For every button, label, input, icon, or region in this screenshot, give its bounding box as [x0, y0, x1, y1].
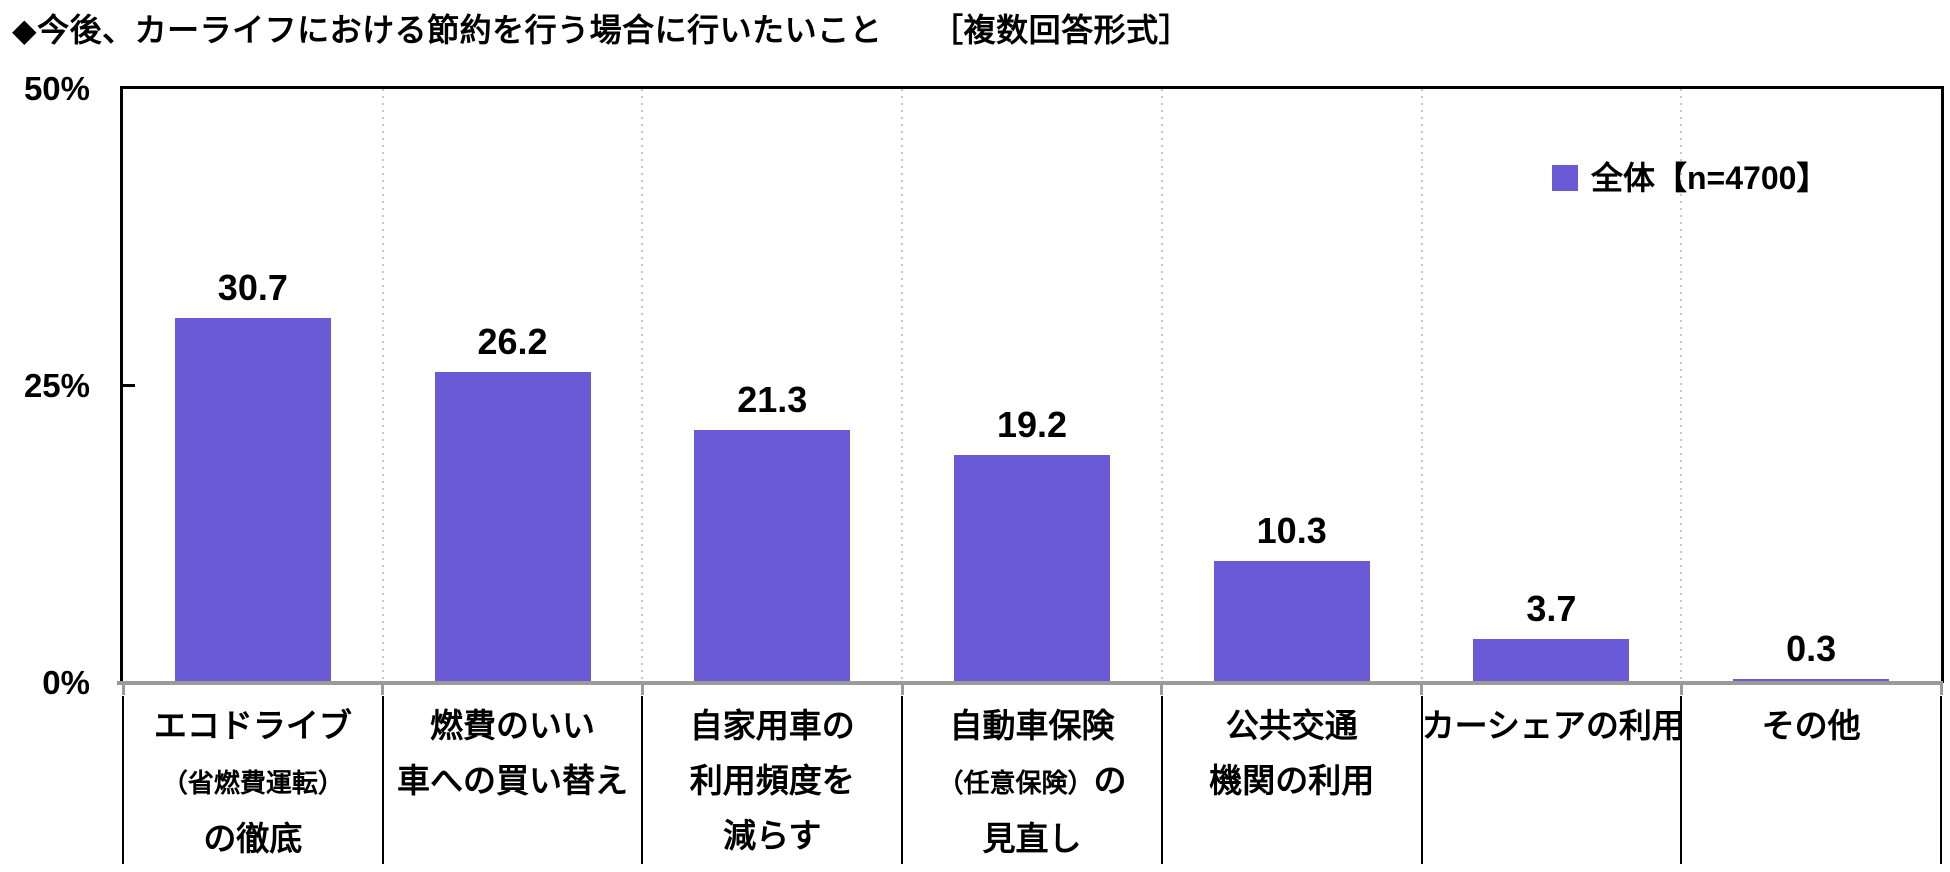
- category-label-line: 自動車保険: [902, 698, 1162, 753]
- category-label-line: 自家用車の: [642, 698, 902, 753]
- category-label-text: 車への買い替え: [397, 762, 629, 799]
- category-label-text: （任意保険）: [937, 768, 1094, 798]
- category-label-text: （省燃費運転）: [161, 768, 344, 798]
- plot-area: 30.7 26.2 21.3 19.2 10.3 3.7 0.3: [120, 86, 1944, 683]
- legend-label: 全体【n=4700】: [1591, 160, 1829, 196]
- x-axis-labels: エコドライブ （省燃費運転） の徹底 燃費のいい 車への買い替え 自家用車の 利用頻度を 減ら…: [121, 683, 1943, 870]
- bar-value-label: 10.3: [1256, 509, 1327, 551]
- category-label-line: 機関の利用: [1162, 753, 1422, 808]
- category-label-line: 減らす: [642, 808, 902, 863]
- category-label-text: の: [1093, 762, 1127, 799]
- category-separator: [1420, 696, 1423, 864]
- category-gridline: [1420, 89, 1423, 683]
- bar-value-label: 0.3: [1786, 628, 1837, 670]
- category-label-text: 自動車保険: [949, 707, 1115, 744]
- category-label-line: （任意保険）の: [902, 753, 1162, 811]
- category-label: エコドライブ （省燃費運転） の徹底: [123, 690, 383, 868]
- bar: [694, 429, 851, 683]
- category-label-line: エコドライブ: [123, 698, 383, 753]
- category-label-text: 見直し: [982, 820, 1082, 857]
- y-tick-label: 50%: [23, 70, 90, 107]
- y-tick-label: 0%: [42, 664, 90, 701]
- category-label-text: 利用頻度を: [689, 762, 855, 799]
- category-label-line: 車への買い替え: [383, 753, 643, 808]
- category-label-text: の徹底: [203, 820, 303, 857]
- y-tick-label: 25%: [23, 367, 90, 404]
- bar-value-label: 30.7: [217, 267, 288, 309]
- category-label-text: エコドライブ: [153, 707, 352, 744]
- category-label-text: その他: [1761, 707, 1861, 744]
- category-label-line: 見直し: [902, 811, 1162, 866]
- category-label-line: 燃費のいい: [383, 698, 643, 753]
- category-label-line: 公共交通: [1162, 698, 1422, 753]
- y-tick-mark: [123, 384, 135, 387]
- category-label-text: 自家用車の: [689, 707, 855, 744]
- category-label-text: 燃費のいい: [430, 707, 596, 744]
- category-gridline: [381, 89, 384, 683]
- bar-value-label: 26.2: [477, 320, 548, 362]
- bar: [954, 454, 1110, 683]
- category-label-line: （省燃費運転）: [123, 753, 383, 811]
- axis-tick: [900, 683, 904, 695]
- category-label: 燃費のいい車への買い替え: [383, 690, 643, 868]
- category-separator: [122, 696, 124, 864]
- bar-value-label: 19.2: [996, 403, 1068, 445]
- category-separator: [381, 696, 384, 864]
- bar: [1473, 639, 1630, 683]
- category-label-text: カーシェアの利用: [1421, 707, 1685, 744]
- category-label-line: その他: [1681, 698, 1941, 753]
- category-label-line: の徹底: [123, 811, 383, 866]
- category-label-line: カーシェアの利用: [1421, 698, 1685, 753]
- category-label: その他: [1681, 690, 1941, 868]
- category-label: 自動車保険 （任意保険）の 見直し: [902, 690, 1162, 868]
- legend-swatch: [1552, 165, 1578, 191]
- category-label-text: 機関の利用: [1209, 762, 1375, 799]
- axis-tick: [1939, 683, 1943, 695]
- category-label-text: 公共交通: [1225, 707, 1358, 744]
- x-axis-line: [117, 681, 1943, 685]
- category-separator: [1160, 696, 1163, 864]
- axis-tick: [381, 683, 385, 695]
- category-separator: [1680, 696, 1683, 864]
- legend: 全体【n=4700】: [1552, 160, 1828, 196]
- category-gridline: [641, 89, 644, 683]
- category-separator: [641, 696, 644, 864]
- bar: [174, 318, 331, 683]
- category-gridline: [1680, 89, 1683, 683]
- category-label: 自家用車の利用頻度を減らす: [642, 690, 902, 868]
- y-axis: 50% 25% 0%: [0, 0, 104, 872]
- category-gridline: [1160, 89, 1163, 683]
- category-label-text: 減らす: [723, 817, 822, 854]
- bar-value-label: 21.3: [737, 378, 808, 420]
- category-label: カーシェアの利用: [1421, 690, 1685, 868]
- bar: [434, 371, 591, 683]
- category-label: 公共交通 機関の利用: [1162, 690, 1422, 868]
- bar: [1213, 560, 1370, 683]
- axis-tick: [1160, 683, 1164, 695]
- axis-tick: [1679, 683, 1683, 695]
- bar-value-label: 3.7: [1526, 588, 1577, 630]
- category-separator: [901, 696, 904, 864]
- chart-title: ◆今後、カーライフにおける節約を行う場合に行いたいこと ［複数回答形式］: [12, 12, 1192, 48]
- category-label-line: 利用頻度を: [642, 753, 902, 808]
- category-gridline: [901, 89, 904, 683]
- axis-tick: [1420, 683, 1424, 695]
- axis-tick: [121, 683, 125, 695]
- axis-tick: [640, 683, 644, 695]
- category-separator: [1940, 696, 1942, 864]
